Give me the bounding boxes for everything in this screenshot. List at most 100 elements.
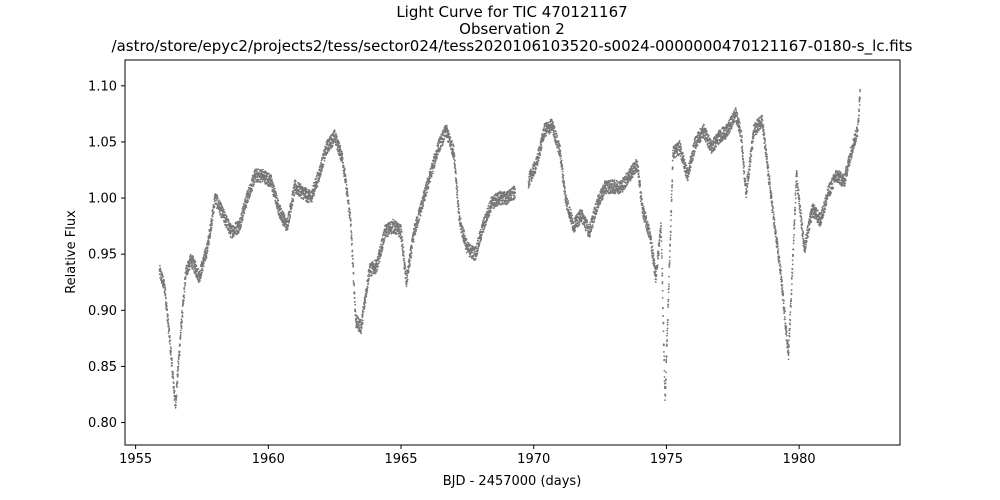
- data-point-sample: [301, 186, 304, 188]
- data-point-sample: [252, 185, 255, 187]
- data-point-sample: [163, 282, 166, 285]
- data-point: [246, 197, 248, 199]
- data-point-sample: [661, 255, 663, 257]
- data-point-sample: [363, 307, 366, 309]
- data-point-sample: [668, 259, 671, 262]
- data-point-sample: [324, 157, 326, 160]
- data-point-sample: [425, 194, 428, 197]
- data-point-sample: [660, 252, 663, 255]
- data-point-sample: [183, 290, 186, 293]
- data-point-sample: [668, 264, 671, 267]
- data-point-sample: [346, 190, 349, 193]
- data-point-sample: [169, 346, 172, 348]
- data-point-sample: [307, 201, 310, 204]
- data-point-sample: [361, 322, 364, 324]
- data-point-sample: [664, 395, 667, 397]
- data-point-sample: [216, 194, 219, 197]
- data-point-sample: [528, 183, 531, 186]
- data-point-sample: [666, 321, 669, 324]
- data-point-sample: [667, 298, 670, 301]
- data-point-sample: [648, 227, 651, 230]
- data-point-sample: [456, 189, 459, 192]
- data-point-sample: [299, 183, 302, 186]
- data-point-sample: [531, 177, 534, 179]
- data-point-sample: [387, 235, 389, 238]
- data-point-sample: [159, 276, 162, 278]
- data-point-sample: [433, 164, 436, 167]
- data-point-sample: [192, 256, 195, 259]
- data-point-sample: [282, 219, 285, 222]
- data-point-sample: [311, 200, 313, 203]
- data-point-sample: [453, 153, 456, 156]
- chart-title-line-1: Light Curve for TIC 470121167: [396, 3, 627, 21]
- data-point-sample: [288, 219, 291, 222]
- data-point-sample: [175, 404, 177, 407]
- data-point-sample: [366, 288, 369, 291]
- data-point-sample: [181, 321, 184, 324]
- data-point-sample: [159, 264, 161, 267]
- data-point-sample: [165, 302, 168, 305]
- data-point-sample: [164, 288, 167, 291]
- data-point-sample: [591, 226, 594, 229]
- data-point-sample: [177, 368, 180, 371]
- data-point-sample: [336, 144, 338, 146]
- data-point-sample: [391, 223, 394, 226]
- data-point-sample: [263, 174, 266, 177]
- data-point-sample: [352, 265, 355, 268]
- data-point-sample: [211, 215, 214, 218]
- data-point-sample: [206, 252, 208, 255]
- data-point-sample: [659, 222, 662, 225]
- data-point-sample: [332, 133, 335, 136]
- data-point-sample: [181, 310, 183, 312]
- data-point-sample: [402, 250, 405, 253]
- data-point-sample: [273, 193, 276, 195]
- data-point-sample: [637, 169, 640, 172]
- data-point-sample: [347, 199, 350, 202]
- data-point-sample: [396, 233, 398, 235]
- data-point-sample: [412, 240, 415, 243]
- data-point-sample: [280, 207, 283, 210]
- data-point-sample: [514, 188, 516, 191]
- data-point-sample: [410, 249, 413, 252]
- data-point-sample: [174, 406, 177, 409]
- data-point-sample: [586, 219, 588, 222]
- data-point-sample: [636, 160, 639, 163]
- data-point-sample: [666, 319, 669, 322]
- data-point-sample: [272, 186, 275, 189]
- data-point-sample: [421, 207, 424, 210]
- data-point-sample: [213, 205, 216, 208]
- data-point-sample: [211, 208, 214, 211]
- data-point-sample: [205, 256, 208, 259]
- data-point-sample: [400, 228, 403, 231]
- data-point-sample: [342, 166, 345, 169]
- data-point-sample: [621, 190, 624, 193]
- data-point-sample: [661, 274, 664, 277]
- data-point-sample: [341, 159, 344, 162]
- data-point-sample: [671, 186, 673, 189]
- data-point-sample: [188, 263, 191, 266]
- data-point-sample: [224, 221, 227, 224]
- data-point-sample: [178, 354, 181, 357]
- data-point-sample: [343, 168, 346, 171]
- data-point-sample: [353, 292, 356, 295]
- data-point-sample: [165, 297, 167, 300]
- data-point-sample: [410, 251, 413, 254]
- data-point-sample: [668, 261, 671, 264]
- data-point-sample: [574, 229, 576, 232]
- data-point-sample: [619, 179, 622, 182]
- data-point-sample: [555, 132, 558, 135]
- data-point-sample: [192, 268, 195, 271]
- data-point-sample: [265, 178, 268, 180]
- data-point-sample: [350, 237, 353, 240]
- data-point-sample: [463, 234, 466, 237]
- data-point-sample: [404, 271, 407, 274]
- data-point-sample: [201, 269, 204, 272]
- data-point-sample: [540, 141, 543, 144]
- data-point-sample: [353, 301, 356, 303]
- data-point-sample: [465, 238, 468, 241]
- data-point-sample: [452, 158, 455, 160]
- data-point-sample: [663, 376, 666, 378]
- data-point-sample: [350, 230, 353, 232]
- data-point-sample: [416, 216, 419, 219]
- data-point-sample: [477, 240, 480, 242]
